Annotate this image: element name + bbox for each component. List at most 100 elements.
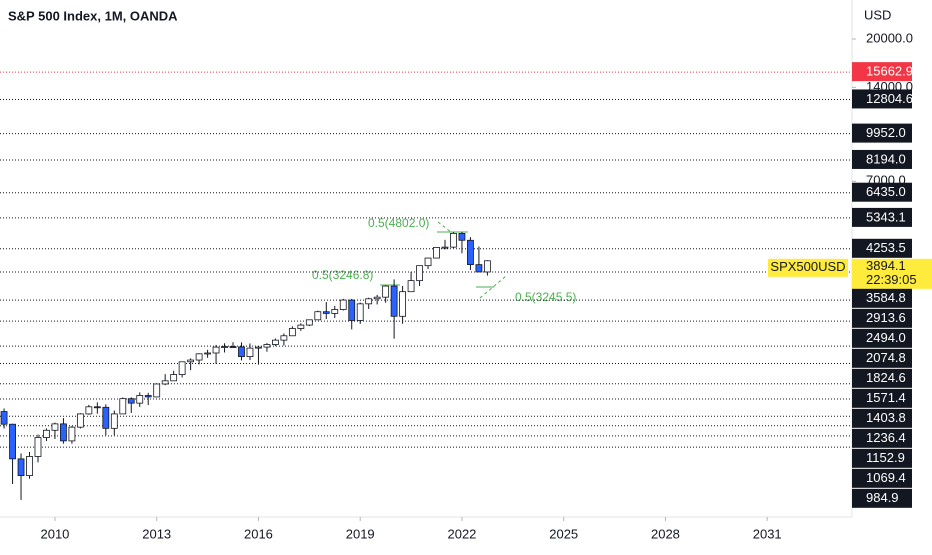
candle-body [102, 406, 110, 429]
x-tick-label: 2010 [40, 526, 69, 541]
candle-body [212, 346, 220, 354]
candle-body [221, 346, 228, 348]
level-label-box [852, 89, 912, 109]
last-price-box [852, 258, 932, 289]
level-label-box [852, 123, 912, 143]
candle-body [424, 257, 432, 267]
level-label: 12804.6 [866, 91, 913, 106]
level-label-box [852, 488, 912, 508]
x-tick-label: 2013 [142, 526, 171, 541]
fib-label: 0.5(4802.0) [368, 216, 429, 230]
level-label-box [852, 408, 912, 428]
level-label-box [852, 348, 912, 368]
candle-body [51, 423, 59, 431]
candle-body [297, 324, 305, 329]
candle-body [458, 232, 466, 241]
candle-body [43, 429, 50, 438]
alert-label: 15662.9 [866, 64, 913, 79]
candle-body [272, 339, 279, 345]
candle-body [34, 437, 42, 457]
candle-body [178, 361, 186, 375]
symbol-label: SPX500USD [770, 259, 845, 274]
candle-body [433, 247, 440, 259]
candle-body [110, 413, 118, 429]
level-label-box [852, 238, 912, 258]
level-label: 1069.4 [866, 470, 906, 485]
countdown: 22:39:05 [866, 272, 917, 287]
candle-body [339, 299, 347, 310]
candle-body [0, 411, 8, 425]
x-tick-label: 2016 [244, 526, 273, 541]
level-label-box [852, 288, 912, 308]
level-label-box [852, 428, 912, 448]
level-label-box [852, 207, 912, 227]
x-tick-label: 2028 [651, 526, 680, 541]
level-label-box [852, 328, 912, 348]
candle-body [76, 413, 84, 428]
candle-body [416, 265, 423, 282]
level-label: 4253.5 [866, 240, 906, 255]
candle-body [305, 319, 313, 326]
candle-body [382, 285, 390, 298]
level-label-box [852, 182, 912, 202]
level-label-box [852, 448, 912, 468]
candle-body [17, 458, 25, 477]
level-label-box [852, 468, 912, 488]
level-label: 8194.0 [866, 151, 906, 166]
candle-body [314, 311, 322, 321]
candle-body [9, 423, 16, 460]
y-tick-label: 20000.0 [866, 30, 913, 45]
level-label-box [852, 368, 912, 388]
candle-body [187, 359, 195, 363]
last-price: 3894.1 [866, 258, 906, 273]
level-label-box [852, 308, 912, 328]
level-label: 2494.0 [866, 330, 906, 345]
candle-body [390, 285, 398, 317]
candle-body [322, 311, 330, 314]
candle-body [441, 246, 449, 249]
x-tick-label: 2031 [753, 526, 782, 541]
chart-title: S&P 500 Index, 1M, OANDA [8, 8, 178, 23]
level-label-box [852, 149, 912, 169]
candle-body [136, 395, 144, 404]
candle-body [288, 328, 296, 337]
candle-body [356, 303, 364, 321]
level-label: 984.9 [866, 490, 899, 505]
level-label: 3584.8 [866, 290, 906, 305]
candle-body [93, 406, 101, 409]
candle-body [399, 291, 406, 317]
candle-body [238, 346, 245, 358]
candles [0, 231, 491, 500]
candle-body [483, 260, 491, 273]
level-label: 1571.4 [866, 390, 906, 405]
candle-body [119, 398, 127, 415]
candle-body [161, 380, 169, 385]
level-label: 2074.8 [866, 350, 906, 365]
candle-body [204, 352, 211, 355]
candle-body [85, 406, 93, 415]
candle-body [195, 353, 203, 361]
candle-body [407, 280, 415, 293]
candle-body [127, 398, 135, 404]
level-label: 1403.8 [866, 410, 906, 425]
level-label: 1824.6 [866, 370, 906, 385]
level-label-box [852, 388, 912, 408]
x-tick-label: 2022 [447, 526, 476, 541]
level-label: 9952.0 [866, 125, 906, 140]
candle-body [280, 335, 288, 341]
candle-body [170, 374, 178, 382]
x-tick-label: 2025 [549, 526, 578, 541]
fib-label: 0.5(3245.5) [515, 290, 576, 304]
candle-body [467, 239, 474, 266]
candle-body [348, 299, 356, 321]
x-tick-label: 2019 [346, 526, 375, 541]
symbol-box [768, 258, 848, 277]
fib-annotations: 0.5(4802.0) 0.5(3246.8) 0.5(3245.5) [312, 216, 576, 304]
candle-body [331, 309, 339, 314]
alert-label-box [852, 62, 912, 82]
candle-body [60, 423, 67, 442]
level-label: 6435.0 [866, 184, 906, 199]
candle-body [68, 426, 76, 442]
level-label: 2913.6 [866, 310, 906, 325]
candle-body [263, 344, 271, 348]
